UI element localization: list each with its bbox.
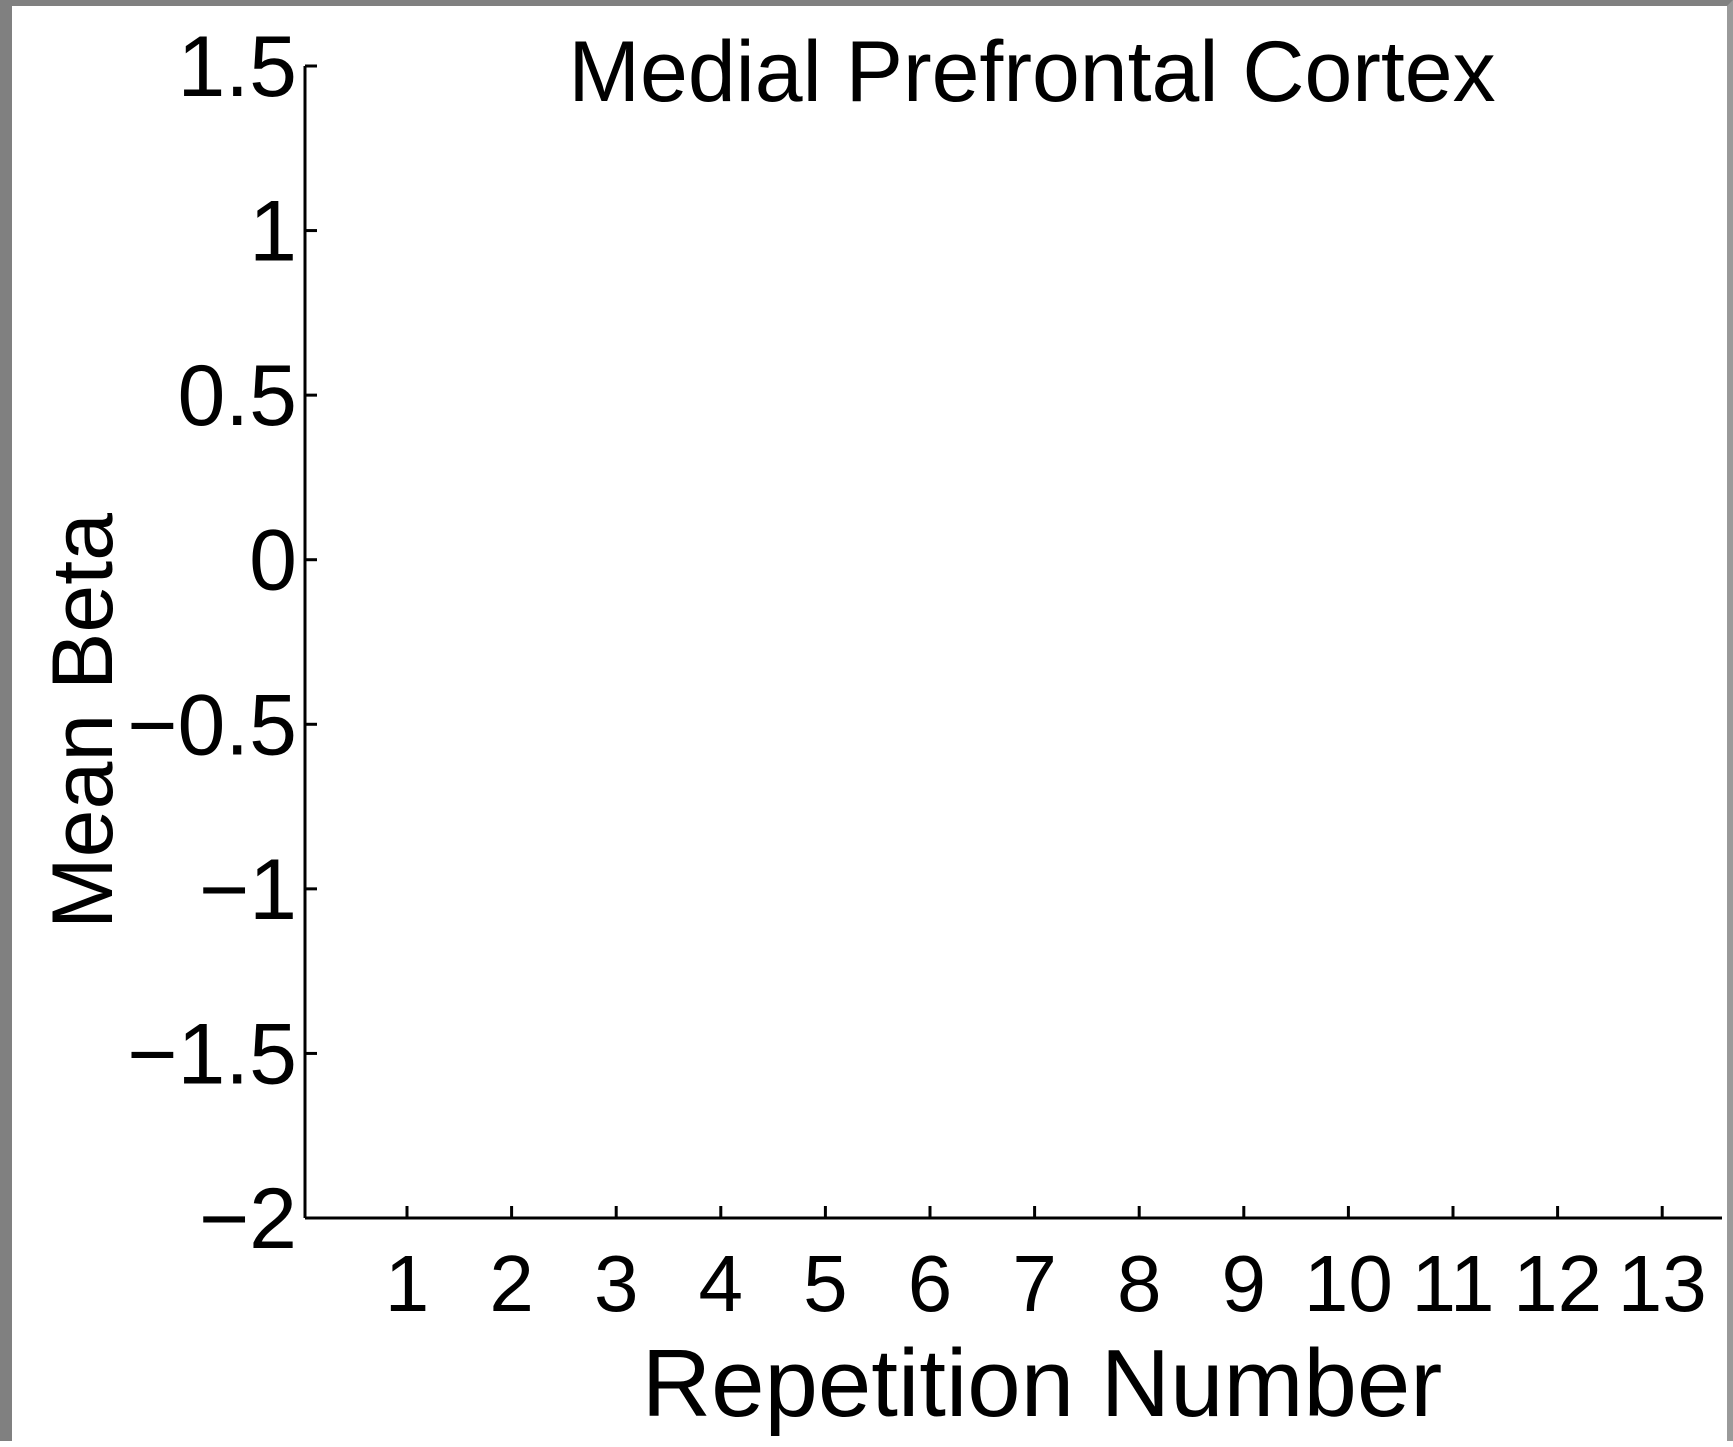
- chart-title: Medial Prefrontal Cortex: [568, 24, 1495, 120]
- chart: Medial Prefrontal Cortex Mean Beta Repet…: [35, 19, 1722, 1437]
- y-axis-label: Mean Beta: [35, 513, 131, 929]
- x-tick-label: 10: [1304, 1239, 1393, 1328]
- y-ticks: 1.5 1 0.5 0 −0.5 −1 −1.5 −2: [127, 19, 317, 1267]
- x-tick-label: 6: [908, 1239, 953, 1328]
- x-tick-label: 13: [1618, 1239, 1707, 1328]
- x-tick-label: 1: [385, 1239, 430, 1328]
- x-tick-label: 4: [699, 1239, 744, 1328]
- x-tick-label: 8: [1117, 1239, 1162, 1328]
- y-tick-label: −1: [199, 842, 297, 938]
- y-tick-label: 1: [249, 184, 297, 280]
- x-tick-label: 7: [1012, 1239, 1057, 1328]
- x-ticks: 1 2 3 4 5 6 7 8 9 10 11 12 13: [385, 1206, 1707, 1328]
- x-tick-label: 5: [803, 1239, 848, 1328]
- x-tick-label: 11: [1411, 1239, 1494, 1328]
- y-tick-label: −2: [199, 1171, 297, 1267]
- y-tick-label: −0.5: [127, 677, 297, 773]
- y-tick-label: 0.5: [177, 348, 297, 444]
- x-tick-label: 9: [1222, 1239, 1267, 1328]
- y-tick-label: 1.5: [177, 19, 297, 115]
- y-tick-label: −1.5: [127, 1006, 297, 1102]
- y-tick-label: 0: [249, 513, 297, 609]
- x-tick-label: 2: [489, 1239, 534, 1328]
- axes: [303, 66, 1722, 1220]
- x-axis-label: Repetition Number: [642, 1330, 1442, 1437]
- x-tick-label: 3: [594, 1239, 639, 1328]
- x-tick-label: 12: [1513, 1239, 1602, 1328]
